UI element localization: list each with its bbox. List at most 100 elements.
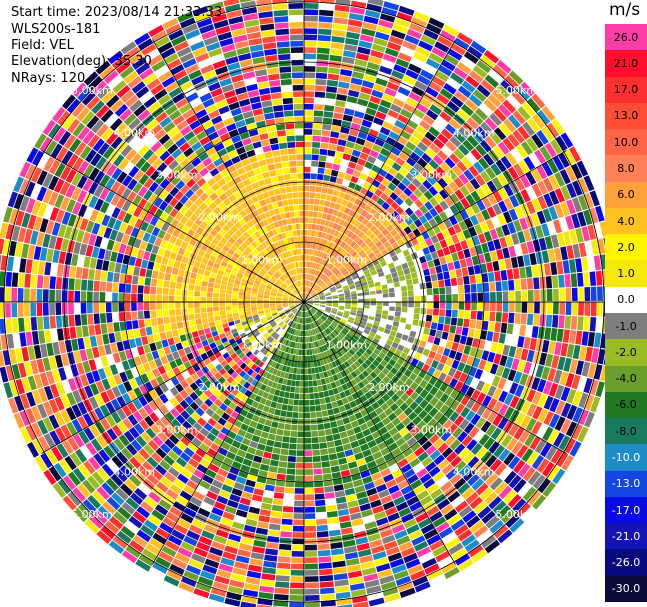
velocity-gate [201,317,209,324]
velocity-gate [393,407,403,417]
velocity-gate [475,174,486,187]
velocity-gate [439,200,449,211]
velocity-gate [546,122,560,138]
velocity-gate [316,312,321,317]
velocity-gate [317,34,331,42]
velocity-gate [300,305,303,311]
velocity-gate [306,324,309,330]
velocity-gate [334,337,340,344]
velocity-gate [300,305,303,311]
velocity-gate [509,518,525,533]
velocity-gate [316,250,321,257]
velocity-gate [49,430,61,446]
velocity-gate [401,291,408,297]
velocity-gate [311,262,315,269]
velocity-gate [301,324,303,331]
velocity-gate [316,531,329,538]
velocity-gate [252,414,260,423]
velocity-gate [514,279,521,291]
velocity-gate [304,343,307,349]
velocity-gate [280,358,286,365]
velocity-gate [343,376,350,383]
velocity-gate [494,462,507,477]
velocity-gate [471,292,477,302]
velocity-gate [345,275,352,281]
velocity-gate [458,293,465,302]
velocity-gate [21,377,31,393]
velocity-gate [444,316,451,325]
velocity-gate [49,276,56,289]
velocity-gate [139,354,148,364]
velocity-gate [353,343,361,351]
velocity-gate [258,417,266,425]
velocity-gate [291,322,295,328]
velocity-gate [206,518,220,529]
velocity-gate [266,335,273,342]
velocity-gate [329,313,336,318]
velocity-gate [399,427,409,437]
velocity-gate [143,344,151,354]
velocity-gate [290,386,296,393]
velocity-gate [318,258,323,265]
velocity-gate [53,462,67,478]
velocity-gate [324,220,330,227]
velocity-gate [497,417,509,430]
velocity-gate [329,257,336,264]
velocity-gate [234,434,244,443]
velocity-gate [307,274,310,280]
velocity-gate [445,537,460,550]
velocity-gate [339,165,348,173]
velocity-gate [291,551,304,557]
velocity-gate [416,546,432,558]
velocity-gate [412,277,419,285]
velocity-gate [407,474,419,485]
velocity-gate [6,256,15,272]
velocity-gate [308,211,314,217]
velocity-gate [361,386,369,394]
velocity-gate [275,342,281,349]
velocity-gate [287,312,292,317]
velocity-gate [231,302,238,306]
velocity-gate [26,391,36,407]
velocity-gate [393,496,406,506]
velocity-gate [290,569,304,576]
velocity-gate [121,200,132,212]
velocity-gate [351,518,364,527]
velocity-gate [332,29,346,37]
velocity-gate [330,548,344,556]
velocity-gate [290,430,298,437]
velocity-gate [179,452,191,463]
velocity-gate [332,163,341,171]
velocity-gate [362,288,369,293]
velocity-gate [357,304,364,309]
velocity-gate [555,400,566,415]
velocity-gate [409,167,420,178]
velocity-gate [257,308,264,312]
velocity-gate [163,454,175,466]
velocity-gate [417,451,429,462]
velocity-gate [309,310,314,315]
velocity-gate [304,550,318,557]
velocity-gate [498,123,512,137]
velocity-gate [103,227,113,239]
velocity-gate [314,313,320,319]
velocity-gate [309,274,313,281]
velocity-gate [523,337,531,349]
velocity-gate [31,422,43,438]
velocity-gate [383,1,400,11]
velocity-gate [305,588,320,595]
velocity-gate [334,281,341,286]
velocity-gate [382,500,395,511]
velocity-gate [314,341,319,348]
velocity-gate [111,386,122,398]
velocity-gate [341,437,350,445]
velocity-gate [408,135,420,146]
velocity-gate [350,77,363,86]
velocity-gate [266,439,275,447]
velocity-gate [364,161,374,170]
velocity-gate [312,380,318,387]
velocity-gate [102,501,117,515]
velocity-gate [381,7,398,17]
velocity-gate [327,281,333,287]
velocity-gate [370,352,378,360]
